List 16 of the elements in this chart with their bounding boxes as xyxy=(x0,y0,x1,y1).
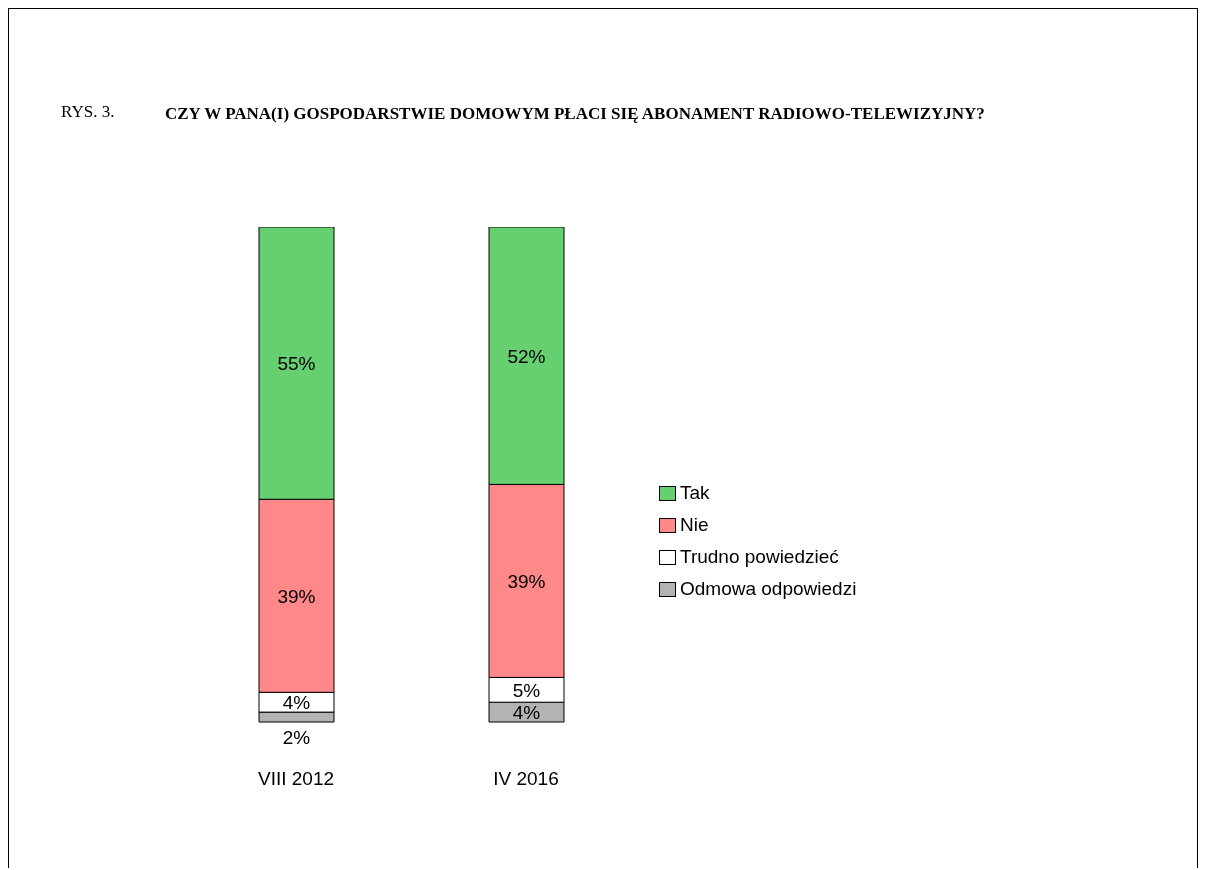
data-label: 4% xyxy=(512,702,541,724)
data-label: 39% xyxy=(277,585,316,607)
chart-title: CZY W PANA(I) GOSPODARSTWIE DOMOWYM PŁACI SIĘ ABONAMENT RADIOWO-TELEWIZYJNY? xyxy=(165,103,986,125)
chart-subtitle: RYS. 3. xyxy=(61,102,116,122)
data-label: 39% xyxy=(507,570,546,592)
data-label: 55% xyxy=(277,353,316,375)
x-tick-label: VIII 2012 xyxy=(257,768,335,790)
legend-label: Tak xyxy=(680,482,710,504)
data-label: 5% xyxy=(512,679,541,701)
legend-label: Odmowa odpowiedzi xyxy=(680,578,857,600)
data-label: 52% xyxy=(507,345,546,367)
legend-label: Trudno powiedzieć xyxy=(680,546,839,568)
data-label: 4% xyxy=(282,692,311,714)
legend-label: Nie xyxy=(680,514,709,536)
x-tick-label: IV 2016 xyxy=(493,768,559,790)
data-label: 2% xyxy=(282,727,311,748)
